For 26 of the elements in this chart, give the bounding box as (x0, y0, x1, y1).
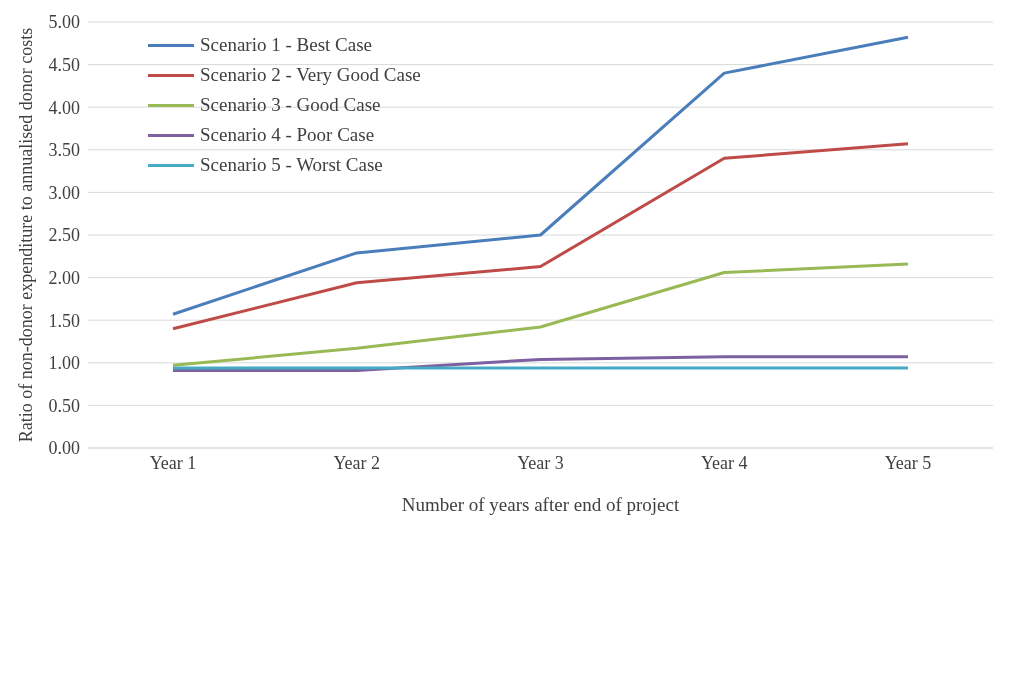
legend-label: Scenario 1 - Best Case (200, 34, 373, 56)
x-tick-label: Year 2 (333, 452, 381, 473)
x-axis-title: Number of years after end of project (401, 494, 680, 516)
x-tick-label: Year 3 (517, 452, 564, 473)
legend-label: Scenario 4 - Poor Case (200, 124, 375, 146)
y-tick-label: 1.50 (48, 310, 80, 331)
y-tick-label: 0.00 (48, 438, 80, 459)
y-axis-title: Ratio of non-donor expenditure to annualised donor costs (16, 27, 37, 443)
y-tick-label: 5.00 (48, 12, 80, 33)
x-tick-label: Year 5 (884, 452, 932, 473)
line-series (171, 35, 910, 316)
line-series (171, 142, 910, 331)
y-tick-label: 4.50 (48, 54, 80, 75)
legend-label: Scenario 2 - Very Good Case (200, 64, 421, 86)
y-tick-label: 4.00 (48, 97, 80, 118)
line-series (171, 262, 910, 367)
legend-label: Scenario 5 - Worst Case (200, 154, 383, 176)
y-tick-label: 3.00 (48, 182, 80, 203)
y-tick-label: 0.50 (48, 395, 80, 416)
x-tick-label: Year 4 (700, 452, 748, 473)
y-tick-label: 2.50 (48, 225, 80, 246)
y-tick-label: 3.50 (48, 140, 80, 161)
y-tick-label: 1.00 (48, 353, 80, 374)
y-tick-label: 2.00 (48, 267, 80, 288)
x-tick-label: Year 1 (149, 452, 197, 473)
legend-label: Scenario 3 - Good Case (200, 94, 381, 116)
